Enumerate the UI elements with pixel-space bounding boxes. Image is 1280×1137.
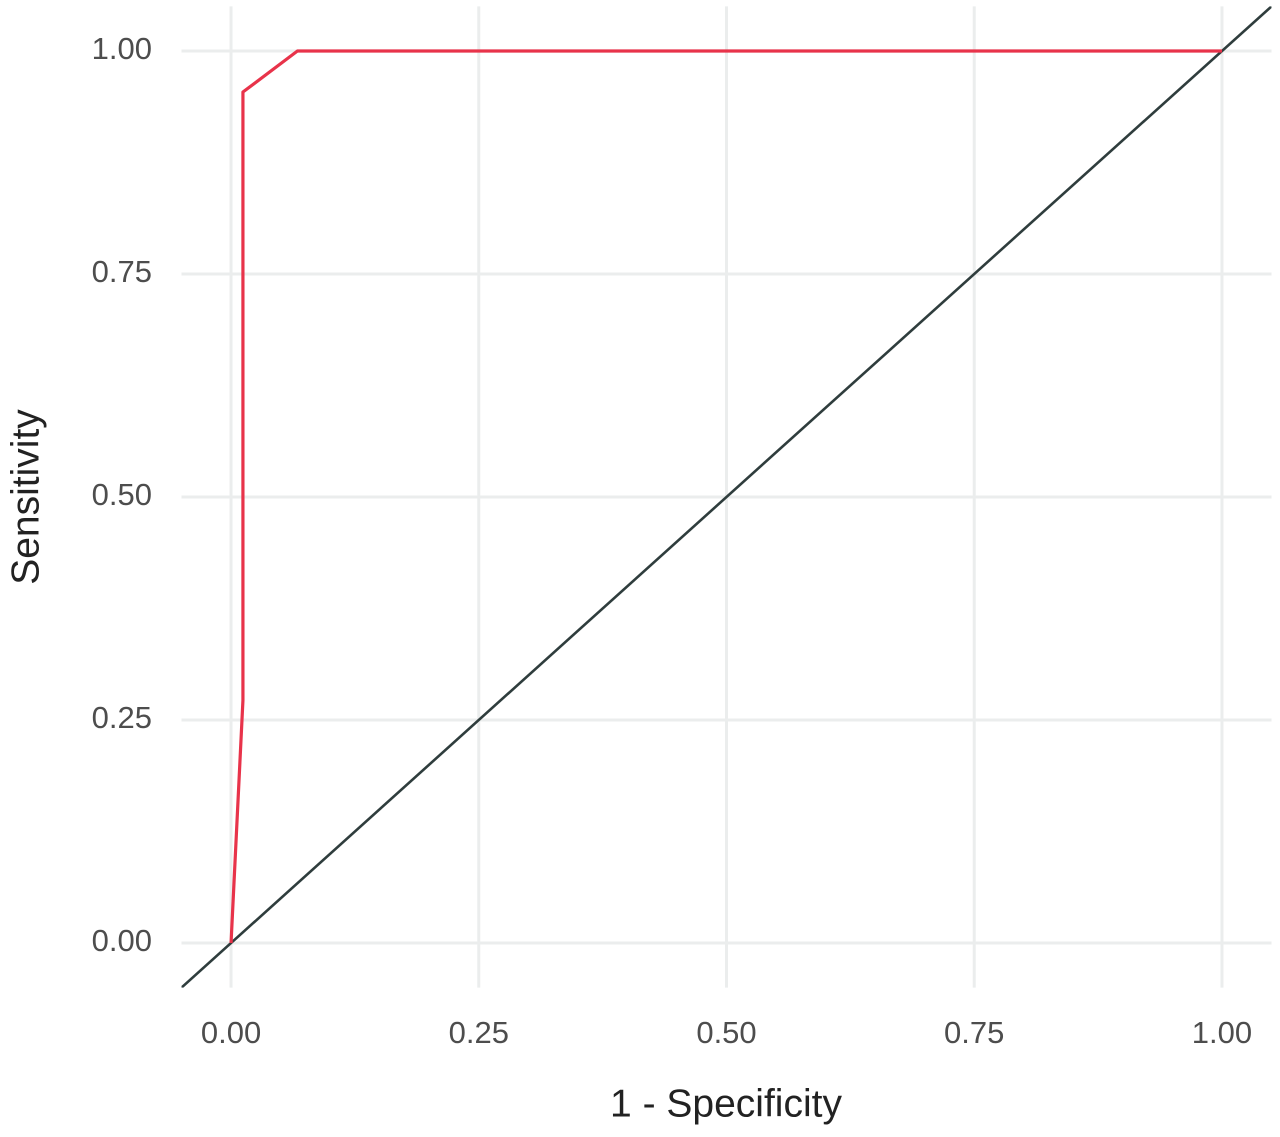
y-axis-title: Sensitivity	[4, 409, 47, 585]
y-tick-label: 0.00	[92, 923, 152, 958]
y-tick-label: 1.00	[92, 31, 152, 66]
x-tick-label: 1.00	[1192, 1015, 1252, 1050]
x-tick-label: 0.75	[944, 1015, 1004, 1050]
reference-line	[181, 6, 1272, 988]
x-tick-label: 0.25	[449, 1015, 509, 1050]
y-tick-label: 0.25	[92, 700, 152, 735]
roc-curve	[229, 49, 1222, 944]
x-axis-title: 1 - Specificity	[610, 1082, 842, 1125]
y-tick-label: 0.75	[92, 254, 152, 289]
x-tick-label: 0.50	[696, 1015, 756, 1050]
y-tick-label: 0.50	[92, 477, 152, 512]
x-tick-label: 0.00	[201, 1015, 261, 1050]
